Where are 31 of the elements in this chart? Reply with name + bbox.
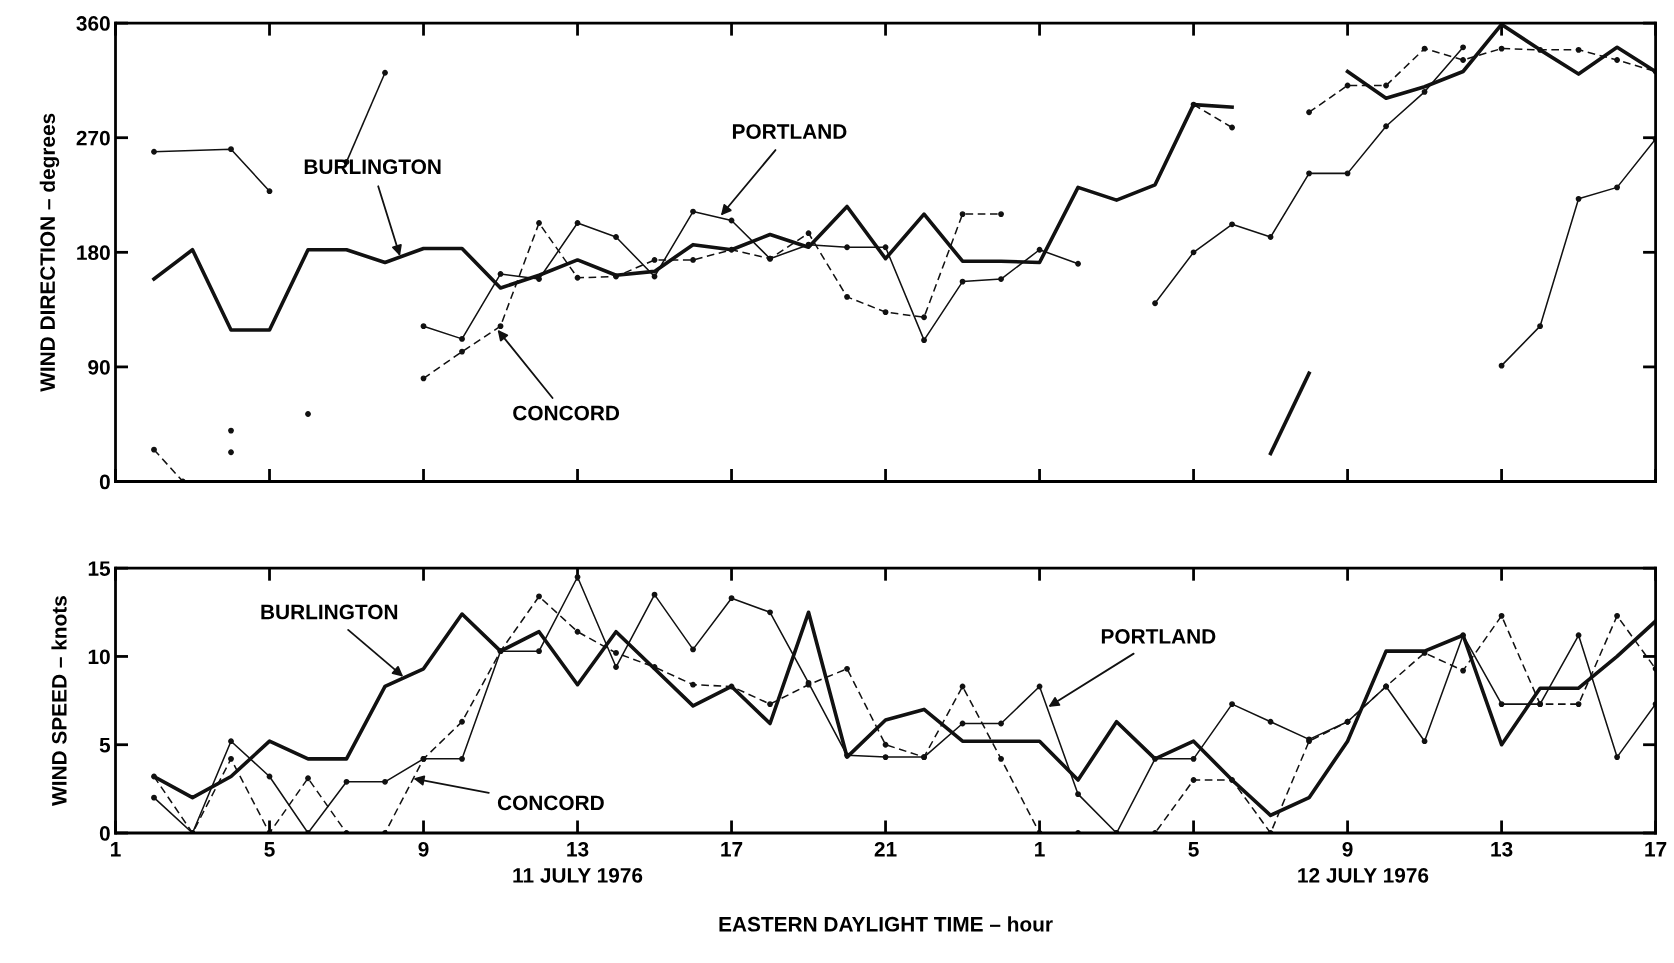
annotation: PORTLAND bbox=[1101, 629, 1216, 644]
text: 11 JULY 1976 bbox=[513, 867, 643, 883]
y-tick-label: 0 bbox=[99, 826, 110, 841]
x-tick-label: 9 bbox=[1342, 841, 1353, 857]
text: 12 JULY 1976 bbox=[1298, 867, 1429, 883]
x-tick-label: 21 bbox=[874, 841, 897, 857]
y-tick-label: 270 bbox=[76, 130, 110, 146]
annotation: CONCORD bbox=[497, 795, 604, 811]
y-tick-label: 5 bbox=[99, 737, 111, 753]
x-tick-label: 13 bbox=[1491, 841, 1513, 857]
y-axis-title: WIND DIRECTION – degrees bbox=[39, 113, 60, 392]
annotation: BURLINGTON bbox=[304, 159, 441, 175]
x-axis-title: EASTERN DAYLIGHT TIME – hour bbox=[719, 916, 1053, 932]
x-tick-label: 17 bbox=[721, 842, 743, 857]
x-tick-label: 1 bbox=[1035, 842, 1045, 857]
y-tick-label: 90 bbox=[88, 359, 110, 375]
x-tick-label: 1 bbox=[111, 842, 121, 857]
y-tick-label: 15 bbox=[88, 561, 111, 576]
y-tick-label: 360 bbox=[76, 16, 110, 31]
x-tick-label: 17 bbox=[1645, 842, 1667, 857]
annotation: PORTLAND bbox=[732, 124, 847, 139]
annotation: BURLINGTON bbox=[261, 604, 398, 620]
y-tick-label: 0 bbox=[99, 474, 110, 490]
y-axis-title: WIND SPEED – knots bbox=[51, 596, 67, 806]
x-tick-label: 5 bbox=[264, 842, 275, 857]
y-tick-label: 180 bbox=[77, 245, 110, 261]
x-tick-label: 5 bbox=[1188, 842, 1199, 857]
y-tick-label: 10 bbox=[88, 649, 110, 665]
x-tick-label: 13 bbox=[567, 841, 589, 857]
annotation: CONCORD bbox=[513, 405, 620, 421]
x-tick-label: 9 bbox=[418, 841, 429, 857]
